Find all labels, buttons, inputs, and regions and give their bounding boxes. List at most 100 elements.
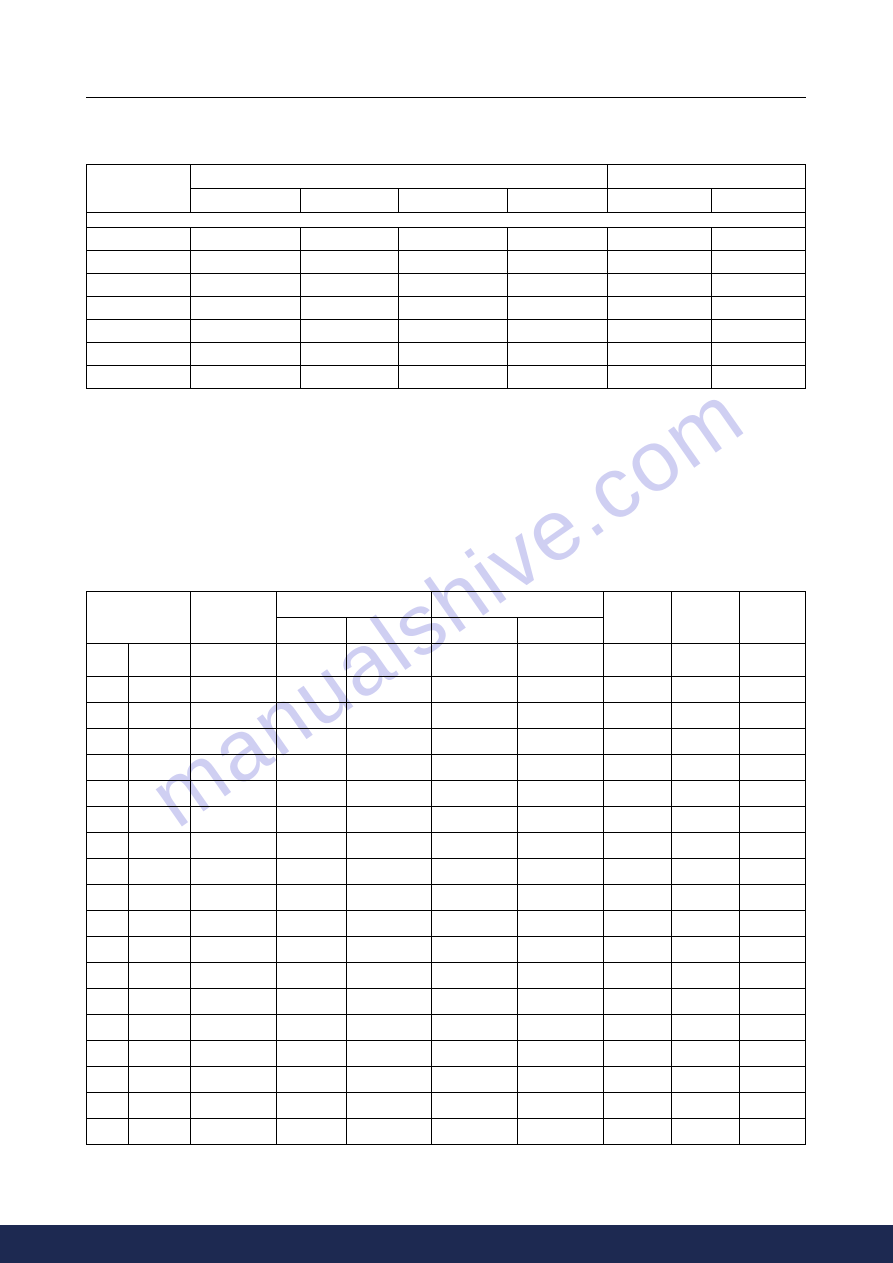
table-cell [128, 644, 190, 677]
table-cell [190, 911, 276, 937]
header-rule [86, 97, 806, 98]
table-cell [518, 859, 604, 885]
table-cell [740, 885, 806, 911]
table-cell [608, 320, 712, 343]
table-cell [432, 781, 518, 807]
table-cell [128, 677, 190, 703]
table-cell [128, 1119, 190, 1145]
table-cell [672, 807, 740, 833]
table-cell [87, 833, 129, 859]
table-cell [346, 1119, 432, 1145]
table-row [87, 1093, 806, 1119]
table-cell [128, 859, 190, 885]
table-cell [346, 1067, 432, 1093]
table-cell [518, 1041, 604, 1067]
table-cell [672, 729, 740, 755]
table-cell [87, 297, 191, 320]
table-cell [190, 644, 276, 677]
table-cell [276, 1067, 346, 1093]
table-row [87, 320, 806, 343]
table-cell [87, 228, 191, 251]
table-cell [190, 189, 300, 213]
table-cell [87, 274, 191, 297]
table-cell [518, 833, 604, 859]
table-cell [740, 1015, 806, 1041]
table-cell [740, 833, 806, 859]
table-cell [672, 644, 740, 677]
table-cell [604, 807, 672, 833]
table-cell [190, 320, 300, 343]
table-cell [190, 165, 607, 189]
table-cell [87, 963, 129, 989]
table-cell [508, 320, 608, 343]
table-cell [608, 189, 712, 213]
table-cell [128, 833, 190, 859]
table-row [87, 228, 806, 251]
table-cell [190, 274, 300, 297]
table-cell [300, 251, 398, 274]
table-cell [128, 1041, 190, 1067]
table-cell [518, 937, 604, 963]
table-cell [518, 618, 604, 644]
table-cell [276, 781, 346, 807]
table-cell [672, 592, 740, 644]
table-cell [398, 251, 508, 274]
table-cell [190, 1119, 276, 1145]
table-cell [672, 1041, 740, 1067]
table-cell [712, 366, 806, 389]
table-cell [604, 911, 672, 937]
table-cell [604, 989, 672, 1015]
table-cell [672, 859, 740, 885]
page: manualshive.com [0, 0, 893, 1263]
table-cell [508, 366, 608, 389]
table-cell [672, 911, 740, 937]
table-cell [128, 911, 190, 937]
table-cell [518, 1119, 604, 1145]
table-cell [740, 1041, 806, 1067]
table-cell [128, 989, 190, 1015]
table-cell [712, 251, 806, 274]
table-cell [432, 1119, 518, 1145]
table-cell [518, 1093, 604, 1119]
table-cell [346, 1041, 432, 1067]
table-cell [300, 343, 398, 366]
table-cell [300, 228, 398, 251]
table-cell [87, 1093, 129, 1119]
table-row [87, 989, 806, 1015]
table-row [87, 366, 806, 389]
table-cell [87, 781, 129, 807]
table-cell [276, 618, 346, 644]
table-cell [712, 343, 806, 366]
table-row [87, 963, 806, 989]
table-cell [740, 755, 806, 781]
table-cell [190, 343, 300, 366]
table-cell [432, 1093, 518, 1119]
table-cell [87, 859, 129, 885]
table-cell [190, 703, 276, 729]
table-cell [190, 729, 276, 755]
table-cell [300, 189, 398, 213]
table-cell [672, 963, 740, 989]
table-cell [432, 963, 518, 989]
table-cell [87, 1015, 129, 1041]
table-cell [87, 703, 129, 729]
table-cell [128, 885, 190, 911]
table-cell [672, 1119, 740, 1145]
table-cell [608, 274, 712, 297]
table-cell [346, 859, 432, 885]
table-cell [87, 320, 191, 343]
table-cell [87, 165, 191, 213]
table-row [87, 833, 806, 859]
table-cell [518, 1015, 604, 1041]
table-cell [87, 1041, 129, 1067]
table-cell [672, 703, 740, 729]
table-cell [518, 781, 604, 807]
table-cell [740, 644, 806, 677]
table-cell [87, 366, 191, 389]
table-cell [518, 644, 604, 677]
table-cell [346, 807, 432, 833]
table-cell [740, 677, 806, 703]
table-cell [190, 989, 276, 1015]
table-cell [740, 1067, 806, 1093]
table-cell [128, 963, 190, 989]
